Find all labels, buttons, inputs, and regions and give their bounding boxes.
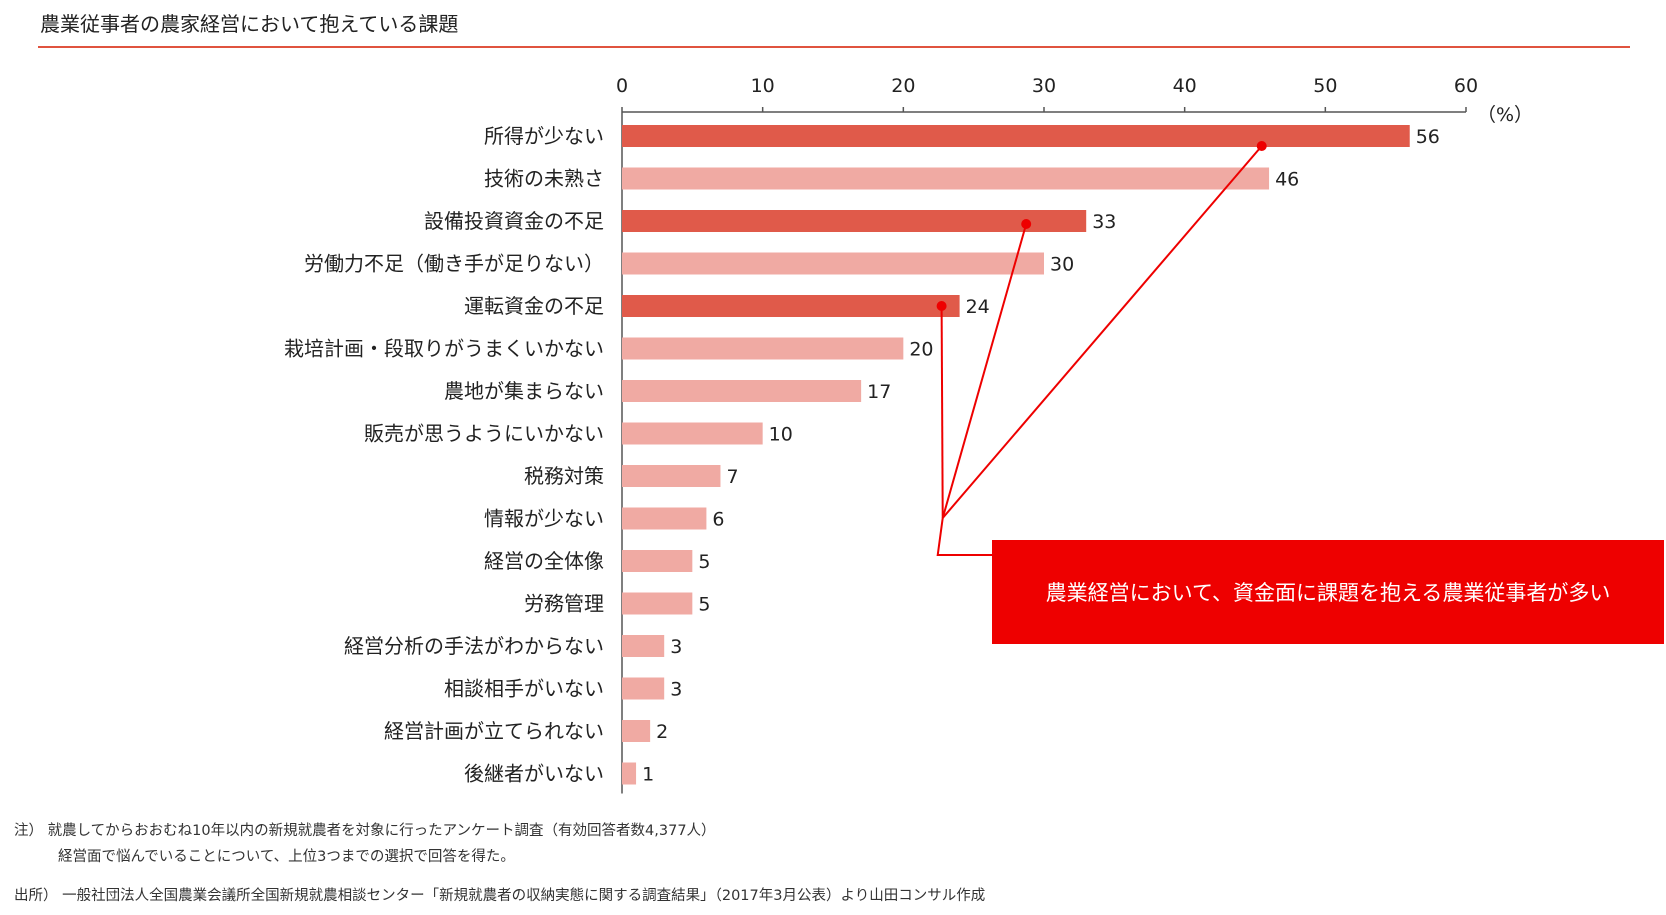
- note-line-1: 注） 就農してからおおむね10年以内の新規就農者を対象に行ったアンケート調査（有…: [14, 823, 716, 839]
- callout-text: 農業経営において、資金面に課題を抱える農業従事者が多い: [1045, 581, 1611, 605]
- category-label: 農地が集まらない: [444, 379, 604, 403]
- category-label: 栽培計画・段取りがうまくいかない: [284, 337, 604, 361]
- x-axis-unit: （%）: [1477, 104, 1533, 126]
- data-label: 1: [642, 764, 654, 786]
- bar: [622, 592, 693, 615]
- category-label: 税務対策: [524, 464, 604, 488]
- callout-anchor-dot: [1256, 141, 1267, 151]
- bar: [622, 422, 763, 445]
- bar: [622, 762, 637, 785]
- category-label: 技術の未熟さ: [484, 167, 604, 191]
- bar: [622, 465, 721, 487]
- bar: [622, 677, 665, 700]
- category-label: 経営の全体像: [484, 549, 604, 573]
- bar: [622, 550, 693, 572]
- data-label: 17: [867, 381, 891, 403]
- data-label: 6: [712, 509, 724, 531]
- data-label: 3: [670, 679, 682, 701]
- bar: [622, 720, 651, 742]
- callout-anchor-dot: [936, 301, 947, 311]
- category-label: 販売が思うようにいかない: [364, 422, 604, 446]
- data-label: 10: [769, 424, 793, 446]
- data-label: 56: [1416, 126, 1440, 148]
- category-label: 経営計画が立てられない: [384, 719, 604, 743]
- bar: [622, 635, 665, 657]
- callout-leader: [936, 517, 992, 556]
- bar: [622, 252, 1044, 275]
- callout-box: 農業経営において、資金面に課題を抱える農業従事者が多い: [992, 540, 1664, 644]
- chart-title: 農業従事者の農家経営において抱えている課題: [40, 12, 459, 36]
- data-label: 20: [909, 339, 933, 361]
- callout-connector: [941, 223, 1028, 519]
- x-tick-label: 40: [1173, 75, 1197, 97]
- category-label: 経営分析の手法がわからない: [344, 634, 604, 658]
- bar: [622, 380, 862, 402]
- data-label: 46: [1275, 169, 1299, 191]
- data-label: 24: [966, 296, 990, 318]
- title-rule: [38, 46, 1630, 48]
- data-label: 33: [1092, 211, 1116, 233]
- source-note: 出所） 一般社団法人全国農業会議所全国新規就農相談センター「新規就農者の収納実態…: [14, 888, 986, 904]
- x-tick-label: 50: [1313, 75, 1337, 97]
- data-label: 2: [656, 721, 668, 743]
- data-label: 3: [670, 636, 682, 658]
- category-label: 後継者がいない: [464, 762, 604, 786]
- x-tick-label: 30: [1032, 75, 1056, 97]
- x-tick-label: 60: [1454, 75, 1478, 97]
- data-label: 5: [698, 594, 710, 616]
- bar: [622, 295, 960, 317]
- x-tick-label: 0: [616, 75, 628, 97]
- callout-anchor-dot: [1021, 219, 1032, 229]
- callout-connector: [940, 305, 944, 519]
- data-label: 5: [698, 551, 710, 573]
- x-tick-label: 20: [891, 75, 915, 97]
- category-label: 設備投資資金の不足: [424, 209, 604, 233]
- bar: [622, 210, 1087, 232]
- category-label: 労働力不足（働き手が足りない）: [304, 252, 604, 276]
- x-tick-label: 10: [751, 75, 775, 97]
- bar: [622, 167, 1270, 190]
- note-line-2: 経営面で悩んでいることについて、上位3つまでの選択で回答を得た。: [58, 849, 515, 865]
- notes: 注） 就農してからおおむね10年以内の新規就農者を対象に行ったアンケート調査（有…: [14, 818, 716, 870]
- category-label: 情報が少ない: [484, 507, 604, 531]
- category-label: 労務管理: [524, 592, 604, 616]
- bar: [622, 125, 1410, 147]
- category-label: 相談相手がいない: [444, 677, 604, 701]
- bar: [622, 337, 904, 360]
- category-label: 所得が少ない: [484, 124, 604, 148]
- callout-connector: [941, 145, 1263, 519]
- bar: [622, 507, 707, 530]
- data-label: 7: [726, 466, 738, 488]
- category-label: 運転資金の不足: [464, 294, 604, 318]
- data-label: 30: [1050, 254, 1074, 276]
